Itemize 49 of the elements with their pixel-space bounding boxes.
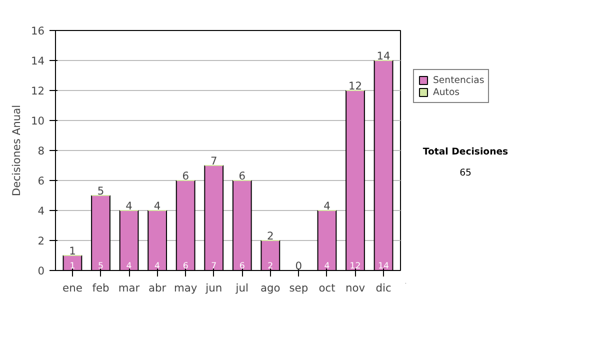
data-label: 14 (378, 262, 390, 272)
text: 65 (460, 168, 472, 179)
x-tick-label: feb (92, 282, 110, 294)
total-label: 2 (267, 230, 274, 242)
total-label: 5 (97, 184, 104, 198)
total-label: 1 (69, 244, 76, 258)
x-tick-label: oct (318, 282, 336, 294)
x-tick-label: may (174, 282, 198, 294)
total-label: 14 (376, 50, 391, 62)
total-label: 12 (348, 80, 362, 92)
data-label: 6 (239, 262, 245, 272)
y-tick-label: 0 (38, 264, 45, 278)
total-label: 4 (324, 200, 331, 212)
y-tick-label: 14 (30, 54, 45, 68)
x-tick-label: dic (376, 282, 392, 294)
x-tick-label: mar (118, 282, 140, 294)
data-label: 7 (211, 262, 217, 272)
x-tick-label: sep (289, 282, 308, 294)
text: Total Decisiones (422, 146, 509, 158)
x-tick-label: ene (62, 282, 82, 294)
x-tick-label: abr (148, 282, 167, 294)
total-label: 4 (154, 200, 161, 212)
y-tick-label: 2 (38, 234, 44, 248)
data-label: 4 (324, 262, 330, 272)
y-tick-label: 6 (38, 174, 45, 188)
data-label: 4 (126, 262, 132, 272)
legend-label: Autos (433, 86, 460, 98)
total-label: 7 (210, 154, 218, 168)
y-tick-label: 8 (38, 144, 45, 158)
y-tick-label: 10 (30, 114, 45, 128)
y-tick-label: 16 (30, 24, 45, 38)
data-label: 4 (154, 262, 161, 272)
data-label: 1 (70, 262, 76, 272)
data-label: 6 (182, 262, 188, 272)
y-axis-title: Decisiones Anual (10, 104, 23, 196)
y-tick-label: 12 (30, 84, 45, 98)
x-tick-label: nov (345, 282, 366, 294)
x-tick-label: jul (234, 282, 248, 294)
data-label: 2 (268, 262, 274, 272)
y-tick-label: 4 (38, 204, 45, 218)
total-label: 6 (182, 170, 190, 182)
total-label: 6 (238, 170, 246, 182)
x-tick-label: ago (260, 282, 280, 294)
total-label: 4 (126, 200, 133, 212)
data-label: 12 (350, 262, 361, 272)
total-label: 0 (295, 260, 302, 272)
x-tick-label: jun (204, 282, 222, 294)
data-label: 5 (98, 262, 104, 272)
legend-label: Sentencias (433, 74, 484, 86)
